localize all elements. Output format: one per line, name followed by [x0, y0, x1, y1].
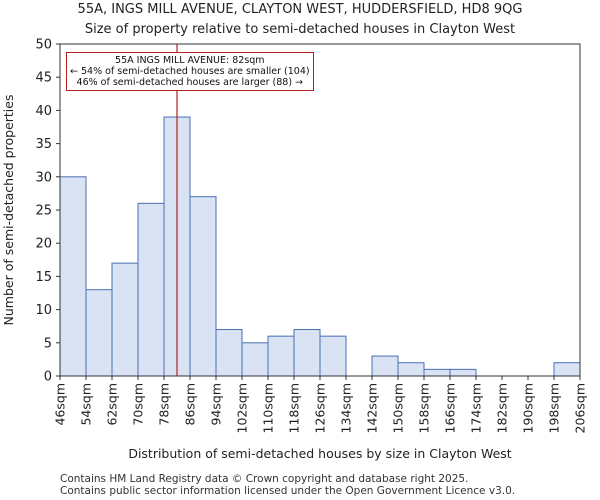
annotation-line-1: 55A INGS MILL AVENUE: 82sqm	[115, 55, 265, 66]
marker-annotation-box: 55A INGS MILL AVENUE: 82sqm ← 54% of sem…	[66, 52, 314, 91]
histogram-bar	[371, 355, 399, 377]
y-tick-label: 30	[35, 170, 52, 185]
x-tick-label: 150sqm	[391, 383, 406, 433]
x-tick-label: 198sqm	[547, 383, 562, 433]
x-tick-label: 78sqm	[157, 383, 172, 426]
y-tick-label: 10	[35, 303, 52, 318]
histogram-bar	[267, 335, 295, 377]
y-axis-label: Number of semi-detached properties	[1, 95, 16, 326]
chart-title-address: 55A, INGS MILL AVENUE, CLAYTON WEST, HUD…	[77, 2, 523, 17]
y-tick-label: 45	[35, 71, 52, 86]
histogram-bar	[241, 342, 269, 377]
footer-line-1: Contains HM Land Registry data © Crown c…	[60, 473, 469, 485]
x-tick-label: 158sqm	[417, 383, 432, 433]
x-tick-label: 70sqm	[131, 383, 146, 426]
histogram-bar	[85, 289, 113, 377]
annotation-line-2: ← 54% of semi-detached houses are smalle…	[70, 66, 310, 77]
footer-line-2: Contains public sector information licen…	[60, 485, 516, 497]
x-tick-label: 174sqm	[469, 383, 484, 433]
histogram-bar	[215, 329, 243, 377]
histogram-bar	[137, 202, 165, 377]
x-tick-label: 134sqm	[339, 383, 354, 433]
x-tick-label: 126sqm	[313, 383, 328, 433]
x-tick-label: 206sqm	[573, 383, 588, 433]
x-tick-label: 102sqm	[235, 383, 250, 433]
histogram-bar	[319, 335, 347, 377]
annotation-line-3: 46% of semi-detached houses are larger (…	[76, 77, 304, 88]
chart-subtitle: Size of property relative to semi-detach…	[84, 22, 516, 37]
y-tick-label: 50	[35, 38, 52, 53]
x-tick-label: 62sqm	[105, 383, 120, 426]
x-tick-label: 142sqm	[365, 383, 380, 433]
y-tick-label: 35	[35, 137, 52, 152]
histogram-bar	[293, 329, 321, 377]
histogram-bar	[189, 196, 217, 377]
histogram-bar	[111, 262, 139, 377]
x-tick-label: 54sqm	[79, 383, 94, 426]
x-tick-label: 190sqm	[521, 383, 536, 433]
histogram-bar	[59, 176, 87, 377]
histogram-bar	[397, 362, 425, 377]
x-tick-label: 94sqm	[209, 383, 224, 426]
x-tick-label: 110sqm	[261, 383, 276, 433]
histogram-bar	[423, 368, 451, 377]
x-tick-label: 86sqm	[183, 383, 198, 426]
y-tick-label: 20	[35, 237, 52, 252]
histogram-bar	[553, 362, 581, 377]
x-tick-label: 166sqm	[443, 383, 458, 433]
x-tick-label: 182sqm	[495, 383, 510, 433]
x-tick-label: 46sqm	[53, 383, 68, 426]
x-axis-label: Distribution of semi-detached houses by …	[128, 446, 511, 461]
y-tick-label: 0	[44, 370, 52, 385]
y-tick-label: 40	[35, 104, 52, 119]
y-tick-label: 25	[35, 204, 52, 219]
x-tick-label: 118sqm	[287, 383, 302, 433]
y-tick-label: 15	[35, 270, 52, 285]
histogram-bar	[449, 368, 477, 377]
y-tick-label: 5	[44, 336, 52, 351]
